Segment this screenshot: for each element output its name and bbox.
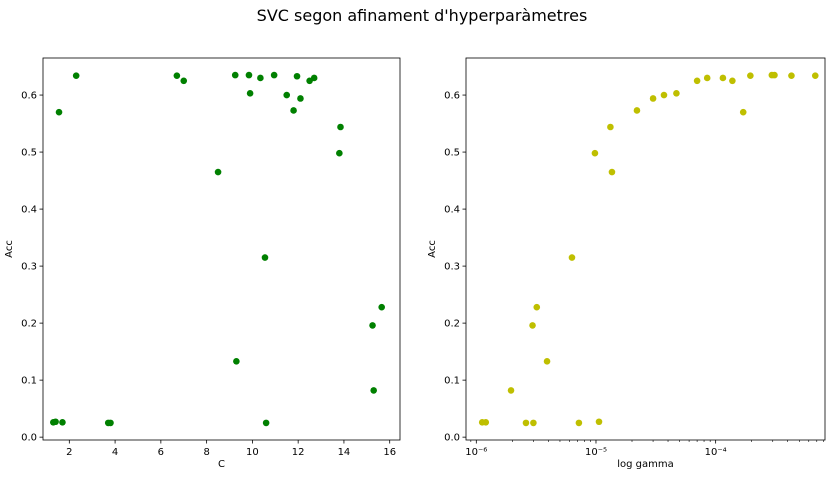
data-point xyxy=(533,303,541,311)
x-tick-label: 16 xyxy=(383,447,396,458)
data-point xyxy=(607,123,614,131)
data-point xyxy=(262,419,270,427)
x-tick-label: 10 xyxy=(246,447,259,458)
data-point xyxy=(233,358,240,365)
data-point xyxy=(245,71,253,79)
x-tick-label: 4 xyxy=(112,447,118,458)
y-tick-label: 0.3 xyxy=(444,262,460,273)
scatter-plot-gamma: 0.0 0.1 0.2 0.3 0.4 0.5 0.6 10⁻⁶ 10⁻⁵ 10⁻⁴ log gam… xyxy=(427,57,826,470)
y-tick-label: 0.2 xyxy=(21,319,37,330)
axes-frame xyxy=(42,57,401,441)
x-tick-label: 10⁻⁴ xyxy=(705,447,727,458)
data-point xyxy=(747,72,754,79)
data-point xyxy=(719,74,727,82)
x-tick-label: 6 xyxy=(158,447,164,458)
data-point xyxy=(568,254,576,261)
data-point xyxy=(246,90,254,97)
data-point xyxy=(378,303,385,311)
y-tick-label: 0.3 xyxy=(21,262,37,273)
data-point xyxy=(257,74,264,82)
data-point xyxy=(633,107,641,114)
data-point xyxy=(55,108,63,116)
data-point xyxy=(214,168,222,176)
x-tick-label: 14 xyxy=(338,447,351,458)
data-point xyxy=(283,91,291,99)
y-tick-label: 0.6 xyxy=(444,91,460,102)
y-tick-label: 0.1 xyxy=(21,376,37,387)
y-axis-label: Acc xyxy=(4,240,15,258)
data-point xyxy=(788,72,795,79)
data-point xyxy=(811,72,819,79)
y-tick-label: 0.4 xyxy=(444,205,460,216)
data-point xyxy=(729,77,736,85)
data-point xyxy=(522,419,530,427)
axes-frame xyxy=(465,57,826,441)
data-point xyxy=(530,419,537,427)
data-point xyxy=(261,254,269,261)
data-point xyxy=(771,71,778,79)
data-point xyxy=(290,107,297,114)
data-point xyxy=(297,95,304,102)
data-point xyxy=(310,74,318,82)
data-point xyxy=(575,419,583,427)
data-point xyxy=(270,71,278,79)
data-point xyxy=(739,108,747,116)
y-tick-label: 0.5 xyxy=(21,148,37,159)
data-point xyxy=(529,322,536,329)
y-tick-label: 0.0 xyxy=(21,433,37,444)
scatter-plot-c: 0.0 0.1 0.2 0.3 0.4 0.5 0.6 2 4 6 8 10 12 14 16 C Acc xyxy=(4,57,401,470)
y-tick-label: 0.2 xyxy=(444,319,460,330)
data-point xyxy=(59,419,66,426)
data-point xyxy=(293,72,301,80)
x-tick-label: 8 xyxy=(203,447,209,458)
data-point xyxy=(337,123,344,131)
x-tick-label: 2 xyxy=(66,447,72,458)
data-point xyxy=(369,322,376,329)
data-point xyxy=(507,387,515,394)
y-tick-label: 0.0 xyxy=(444,433,460,444)
data-point xyxy=(107,419,114,427)
y-tick-label: 0.6 xyxy=(21,91,37,102)
data-point xyxy=(693,77,701,85)
data-point xyxy=(52,418,59,426)
x-axis-label: C xyxy=(218,459,225,470)
data-point xyxy=(482,419,490,426)
data-point xyxy=(608,168,616,176)
data-point xyxy=(336,149,343,157)
y-tick-label: 0.1 xyxy=(444,376,460,387)
x-axis-label: log gamma xyxy=(617,459,674,470)
data-point xyxy=(180,77,188,85)
data-point xyxy=(370,387,377,394)
data-point xyxy=(231,71,239,79)
data-point xyxy=(595,418,603,426)
figure-title: SVC segon afinament d'hyperparàmetres xyxy=(257,6,588,25)
data-point xyxy=(660,91,668,99)
data-point xyxy=(649,95,657,102)
data-point xyxy=(173,72,181,79)
y-tick-label: 0.4 xyxy=(21,205,37,216)
x-tick-label: 10⁻⁶ xyxy=(465,447,487,458)
data-point xyxy=(703,74,711,82)
data-point xyxy=(543,358,551,365)
data-point xyxy=(673,90,680,97)
data-point xyxy=(591,149,599,157)
y-tick-label: 0.5 xyxy=(444,148,460,159)
data-point xyxy=(72,72,80,79)
y-axis-label: Acc xyxy=(427,240,438,258)
x-tick-label: 12 xyxy=(292,447,305,458)
x-tick-label: 10⁻⁵ xyxy=(585,447,607,458)
